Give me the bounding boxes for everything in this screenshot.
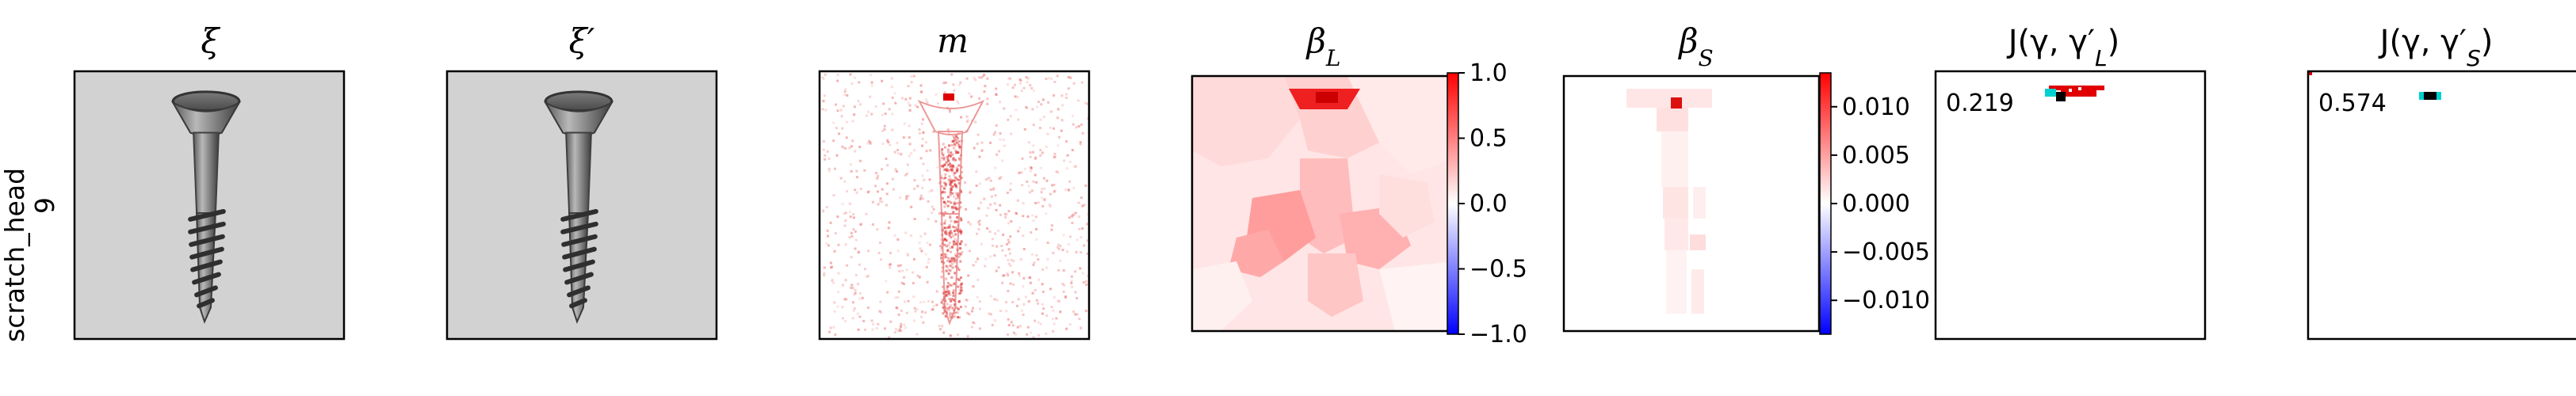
panel-beta-L: βL 1.0 0.5 0.0 −0.5 −1.0 <box>1191 21 1527 348</box>
panel-title-m: m <box>937 21 969 60</box>
row-label-category: scratch_head <box>0 168 30 342</box>
panel-title-xi-prime: ξ′ <box>569 21 595 60</box>
overlap-blobs-J-S <box>2308 71 2441 100</box>
overlap-map-J-S <box>2308 71 2576 339</box>
panel-title-xi: ξ <box>201 21 220 60</box>
colorbar-tick-label: 0.5 <box>1470 125 1508 153</box>
panel-title-J-L: J(γ, γ′L) <box>2006 24 2119 71</box>
colorbar-tick-label: 0.010 <box>1842 93 1910 121</box>
colorbar-tick-label: 0.0 <box>1470 190 1508 218</box>
colorbar-beta-S <box>1819 72 1832 335</box>
overlap-blobs-J-L <box>2045 86 2104 101</box>
panel-J-L: J(γ, γ′L) 0.219 <box>1934 24 2207 341</box>
colorbar-tick-label: 0.000 <box>1842 190 1910 218</box>
colorbar-tick-label: 1.0 <box>1470 59 1508 87</box>
panel-title-beta-L: βL <box>1305 21 1341 71</box>
score-J-L: 0.219 <box>1946 89 2014 117</box>
overlap-map-J-L <box>1936 71 2205 339</box>
panel-title-J-S: J(γ, γ′S) <box>2378 24 2494 71</box>
colorbar-ticks-beta-L: 1.0 0.5 0.0 −0.5 −1.0 <box>1458 59 1527 348</box>
colorbar-tick-label: 0.005 <box>1842 142 1910 169</box>
mask-screw-outline <box>917 99 985 326</box>
beta-S-cells <box>1626 89 1712 314</box>
panel-title-beta-S: βS <box>1677 21 1713 71</box>
beta-S-hotspot <box>1671 97 1682 109</box>
panel-xi: ξ <box>73 21 346 341</box>
colorbar-tick-label: −0.005 <box>1842 238 1930 266</box>
colorbar-tick-label: −1.0 <box>1470 321 1527 348</box>
panel-J-S: J(γ, γ′S) 0.574 <box>2307 24 2576 341</box>
panel-m: m <box>818 21 1091 341</box>
mask-hotspot <box>943 93 954 101</box>
colorbar-ticks-beta-S: 0.010 0.005 0.000 −0.005 −0.010 <box>1831 93 1930 314</box>
panel-xi-prime: ξ′ <box>445 21 718 341</box>
colorbar-tick-label: −0.5 <box>1470 256 1527 284</box>
image-m <box>820 71 1089 339</box>
colorbar-beta-L <box>1447 72 1459 335</box>
score-J-S: 0.574 <box>2318 89 2387 117</box>
colorbar-tick-label: −0.010 <box>1842 287 1930 314</box>
row-label-index: 9 <box>29 197 60 214</box>
panel-beta-S: βS 0.010 0.005 0.000 −0.005 −0.010 <box>1562 21 1930 335</box>
